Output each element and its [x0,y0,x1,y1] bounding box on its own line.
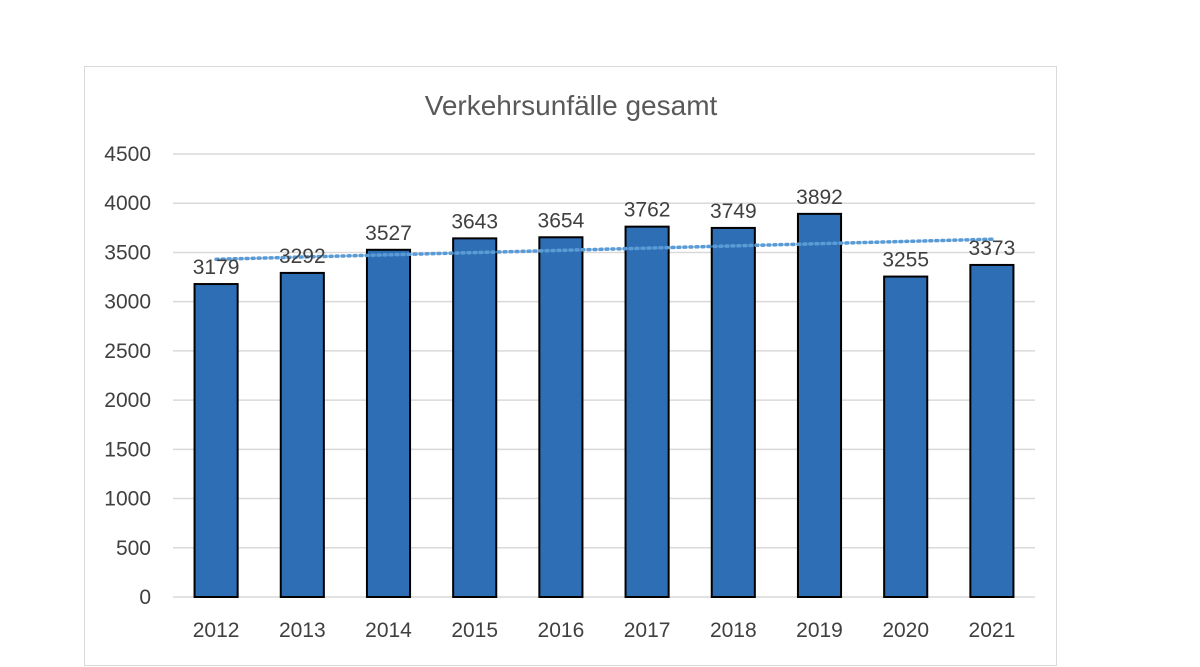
bar-chart: Verkehrsunfälle gesamt 0 500 1000 1500 2000 2… [104,90,1035,642]
x-tick-label: 2014 [365,619,412,642]
y-tick-label: 1500 [104,438,151,461]
bar-2019 [796,212,843,598]
bar-2020 [883,275,929,599]
chart-area: Verkehrsunfälle gesamt 0 500 1000 1500 2000 2… [84,66,1057,666]
y-tick-label: 2500 [104,340,151,363]
data-label: 3654 [538,209,585,232]
bar-2021 [969,263,1015,598]
y-tick-label: 2000 [104,389,151,412]
x-tick-label: 2015 [451,619,498,642]
data-label: 3762 [624,199,671,222]
chart-title: Verkehrsunfälle gesamt [425,90,718,121]
x-tick-label: 2012 [193,619,240,642]
bar-2013 [279,271,325,598]
data-label: 3255 [882,249,929,272]
bars [193,212,1015,599]
bar-2015 [452,237,498,598]
y-tick-label: 4000 [104,192,151,215]
x-tick-label: 2017 [624,619,671,642]
data-labels: 3179 3292 3527 3643 3654 3762 3749 3892 3255 3373 [193,186,1016,279]
bar-2018 [710,226,756,599]
x-tick-label: 2020 [882,619,929,642]
data-label: 3292 [279,245,326,268]
bar-2014 [365,248,412,598]
data-label: 3892 [796,186,843,209]
y-tick-label: 1000 [104,488,151,511]
bar-2017 [624,225,670,598]
x-axis-ticks: 2012 2013 2014 2015 2016 2017 2018 2019 2020 2021 [193,619,1016,642]
y-tick-label: 3000 [104,291,151,314]
y-axis-ticks: 0 500 1000 1500 2000 2500 3000 3500 4000 4500 [104,143,151,609]
y-tick-label: 3500 [104,241,151,264]
data-label: 3527 [365,222,412,245]
y-tick-label: 4500 [104,143,151,166]
data-label: 3373 [969,237,1016,260]
x-tick-label: 2018 [710,619,757,642]
data-label: 3643 [451,210,498,233]
trendline-group [214,237,994,262]
y-tick-label: 0 [139,586,151,609]
y-tick-label: 500 [116,537,151,560]
x-tick-label: 2016 [538,619,585,642]
trendline [214,237,994,262]
x-tick-label: 2019 [796,619,843,642]
x-tick-label: 2013 [279,619,326,642]
data-label: 3179 [193,256,240,279]
data-label: 3749 [710,200,757,223]
bar-2016 [538,236,584,598]
bar-2012 [193,283,239,598]
x-tick-label: 2021 [969,619,1016,642]
